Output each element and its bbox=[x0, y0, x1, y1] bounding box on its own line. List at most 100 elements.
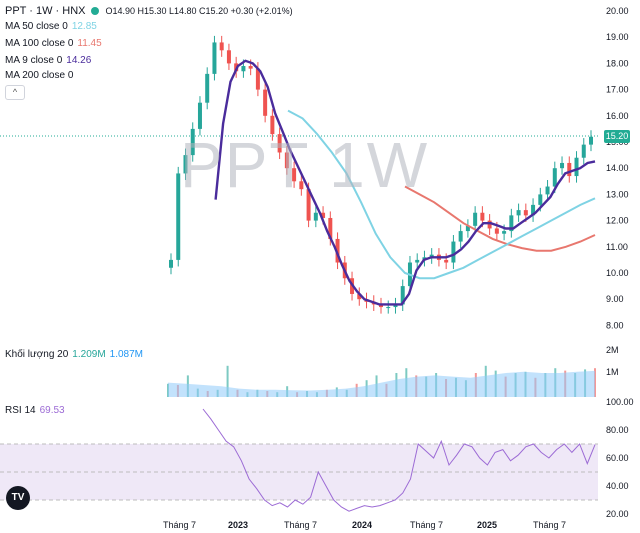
candle-body bbox=[205, 73, 210, 103]
rsi-value: 69.53 bbox=[39, 405, 65, 416]
candle-body bbox=[255, 68, 260, 90]
time-label: Tháng 7 bbox=[163, 520, 196, 530]
ma9-value: 14.26 bbox=[66, 55, 92, 66]
candle-body bbox=[560, 162, 565, 169]
candle-body bbox=[212, 42, 217, 74]
price-tick-label: 20.00 bbox=[606, 6, 629, 16]
ma100-line bbox=[404, 185, 596, 252]
candle-body bbox=[581, 144, 586, 158]
collapse-legend-button[interactable]: ^ bbox=[5, 85, 25, 100]
candle-body bbox=[465, 225, 470, 232]
rsi-band bbox=[0, 444, 598, 500]
rsi-tick-label: 20.00 bbox=[606, 509, 629, 519]
candle-body bbox=[328, 217, 333, 239]
candle-body bbox=[574, 157, 579, 177]
ma9-label: MA 9 close 0 bbox=[5, 55, 63, 66]
legend-ma9[interactable]: MA 9 close 0 14.26 bbox=[5, 55, 91, 67]
volume-axis: 2M 1M bbox=[606, 345, 619, 377]
legend-ma200[interactable]: MA 200 close 0 bbox=[5, 70, 73, 82]
time-label: 2024 bbox=[352, 520, 372, 530]
legend-ma50[interactable]: MA 50 close 0 12.85 bbox=[5, 21, 97, 33]
price-tick-label: 19.00 bbox=[606, 32, 629, 42]
candle-body bbox=[509, 215, 514, 232]
candle-body bbox=[473, 212, 478, 226]
candle-body bbox=[306, 189, 311, 221]
candle-body bbox=[183, 155, 188, 174]
ma50-value: 12.85 bbox=[71, 21, 97, 32]
rsi-panel bbox=[0, 408, 598, 512]
time-label: Tháng 7 bbox=[284, 520, 317, 530]
volume-panel bbox=[167, 365, 596, 397]
time-label: Tháng 7 bbox=[410, 520, 443, 530]
price-tick-label: 14.00 bbox=[606, 163, 629, 173]
legend-volume[interactable]: Khối lượng 20 1.209M 1.087M bbox=[5, 349, 143, 361]
candle-body bbox=[567, 162, 572, 177]
rsi-axis: 100.00 80.00 60.00 40.00 20.00 bbox=[606, 397, 634, 519]
candle-body bbox=[190, 128, 195, 156]
time-label: 2025 bbox=[477, 520, 497, 530]
candle-body bbox=[458, 231, 463, 242]
time-axis: Tháng 7 2023 Tháng 7 2024 Tháng 7 2025 Tháng 7 bbox=[163, 520, 566, 530]
rsi-tick-label: 100.00 bbox=[606, 397, 634, 407]
candle-body bbox=[494, 228, 499, 234]
symbol-header[interactable]: PPT · 1W · HNX O14.90 H15.30 L14.80 C15.2… bbox=[5, 5, 293, 17]
price-tick-label: 8.00 bbox=[606, 320, 624, 330]
candle-body bbox=[248, 66, 253, 69]
price-tick-label: 18.00 bbox=[606, 58, 629, 68]
candle-body bbox=[226, 50, 231, 64]
candle-body bbox=[415, 259, 420, 263]
candle-body bbox=[531, 204, 536, 216]
ma100-value: 11.45 bbox=[77, 38, 102, 49]
candle-body bbox=[335, 238, 340, 263]
time-label: Tháng 7 bbox=[533, 520, 566, 530]
candle-body bbox=[487, 220, 492, 229]
price-tick-label: 17.00 bbox=[606, 85, 629, 95]
legend-rsi[interactable]: RSI 14 69.53 bbox=[5, 405, 65, 417]
candle-body bbox=[386, 307, 391, 309]
candle-body bbox=[321, 212, 326, 218]
symbol-title[interactable]: PPT · 1W · HNX bbox=[5, 5, 86, 17]
candle-body bbox=[169, 259, 173, 268]
candle-body bbox=[516, 210, 521, 216]
moving-average-lines bbox=[214, 59, 596, 306]
volume-label: Khối lượng 20 bbox=[5, 349, 69, 360]
ma50-line bbox=[287, 109, 596, 280]
volume-bar bbox=[226, 365, 229, 397]
ma9-line bbox=[214, 59, 596, 306]
candle-body bbox=[589, 136, 593, 145]
rsi-tick-label: 80.00 bbox=[606, 425, 629, 435]
candle-body bbox=[176, 173, 181, 260]
ohlc-readout: O14.90 H15.30 L14.80 C15.20 +0.30 (+2.01… bbox=[105, 6, 293, 16]
candle-body bbox=[451, 241, 456, 263]
candle-body bbox=[241, 66, 246, 72]
candle-body bbox=[502, 231, 507, 234]
market-status-icon bbox=[91, 7, 100, 16]
candle-body bbox=[292, 168, 297, 182]
candle-body bbox=[284, 152, 289, 169]
price-tick-label: 13.00 bbox=[606, 189, 629, 199]
legend-ma100[interactable]: MA 100 close 0 11.45 bbox=[5, 38, 102, 50]
candle-body bbox=[444, 259, 449, 263]
price-tick-label: 16.00 bbox=[606, 111, 629, 121]
candle-body bbox=[313, 212, 318, 221]
candle-body bbox=[270, 115, 275, 135]
candle-body bbox=[552, 168, 557, 187]
volume-value-2: 1.087M bbox=[109, 349, 144, 360]
candle-body bbox=[197, 102, 202, 129]
candle-body bbox=[357, 293, 362, 300]
symbol-watermark: PPT 1W bbox=[180, 129, 430, 201]
candle-body bbox=[400, 286, 405, 305]
candle-body bbox=[480, 212, 485, 221]
candle-body bbox=[299, 181, 304, 190]
time-label: 2023 bbox=[228, 520, 248, 530]
price-tick-label: 9.00 bbox=[606, 294, 624, 304]
volume-ma-area bbox=[168, 370, 595, 397]
candle-body bbox=[263, 89, 268, 116]
rsi-line bbox=[202, 408, 596, 512]
price-tick-label: 10.00 bbox=[606, 268, 629, 278]
candle-body bbox=[393, 304, 398, 308]
candle-body bbox=[545, 186, 550, 195]
candle-body bbox=[219, 42, 224, 51]
rsi-tick-label: 60.00 bbox=[606, 453, 629, 463]
